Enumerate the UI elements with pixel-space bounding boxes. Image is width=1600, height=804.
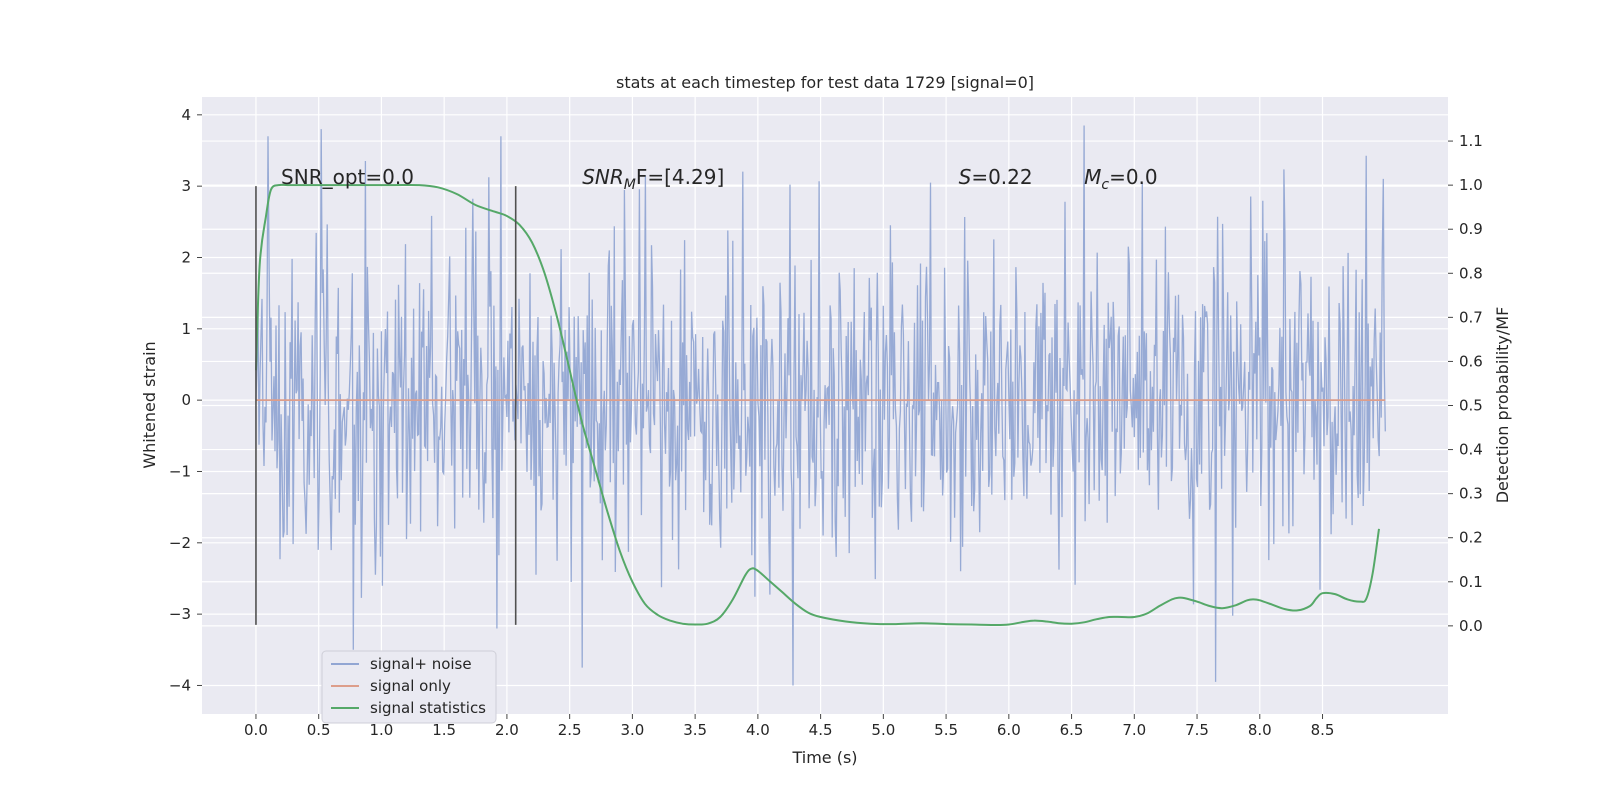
x-tick-label: 8.0 (1248, 721, 1272, 739)
annotation-s-value: S=0.22 (959, 165, 1033, 189)
annotation-snr-mf: SNRMF=[4.29] (582, 165, 724, 193)
x-tick-label: 6.0 (997, 721, 1021, 739)
y-tick-label: −1 (169, 462, 191, 480)
y-tick-label: 1 (181, 320, 191, 338)
x-tick-label: 6.5 (1060, 721, 1084, 739)
x-tick-label: 0.0 (244, 721, 268, 739)
x-axis-label: Time (s) (791, 748, 857, 767)
y-right-tick-label: 0.0 (1459, 617, 1483, 635)
y-right-tick-label: 1.1 (1459, 132, 1483, 150)
x-tick-label: 1.5 (432, 721, 456, 739)
annotation-snr-opt: SNR_opt=0.0 (281, 165, 414, 189)
legend-box (321, 650, 497, 724)
x-tick-label: 4.5 (809, 721, 833, 739)
legend-label-signal-only: signal only (370, 677, 451, 695)
y-axis-label: Whitened strain (140, 341, 159, 468)
y-tick-label: −4 (169, 676, 191, 694)
y-right-axis-label: Detection probability/MF (1493, 307, 1512, 504)
x-tick-label: 5.0 (871, 721, 895, 739)
annotation-mc-value: Mc=0.0 (1084, 165, 1158, 193)
y-right-tick-label: 0.5 (1459, 397, 1483, 415)
annotations-layer: SNR_opt=0.0 SNRMF=[4.29] S=0.22 Mc=0.0 (281, 165, 1158, 193)
y-tick-label: −3 (169, 605, 191, 623)
x-tick-label: 4.0 (746, 721, 770, 739)
y-tick-label: 0 (181, 391, 191, 409)
x-tick-label: 1.0 (370, 721, 394, 739)
x-tick-label: 2.5 (558, 721, 582, 739)
y-right-tick-label: 0.1 (1459, 573, 1483, 591)
x-tick-label: 5.5 (934, 721, 958, 739)
y-right-tick-label: 0.2 (1459, 529, 1483, 547)
chart-title: stats at each timestep for test data 172… (616, 73, 1034, 92)
y-right-tick-label: 0.7 (1459, 308, 1483, 326)
x-tick-label: 8.5 (1311, 721, 1335, 739)
y-tick-label: 2 (181, 248, 191, 266)
y-right-tick-label: 0.9 (1459, 220, 1483, 238)
series-signal-statistics-line (255, 183, 1380, 627)
vertical-markers-layer (255, 186, 517, 625)
legend-label-statistics: signal statistics (370, 699, 486, 717)
legend-label-noise: signal+ noise (370, 655, 472, 673)
noise-series-layer (255, 125, 1386, 686)
y-right-tick-label: 0.6 (1459, 352, 1483, 370)
y-tick-label: 4 (181, 106, 191, 124)
y-tick-label: 3 (181, 177, 191, 195)
ticks-layer: 0.0 0.5 1.0 1.5 2.0 2.5 3.0 3.5 4.0 4.5 5.0 5.5 6.0 6… (169, 106, 1483, 739)
signal-statistics-layer (255, 183, 1380, 627)
x-tick-label: 3.5 (683, 721, 707, 739)
x-tick-label: 7.5 (1185, 721, 1209, 739)
legend: signal+ noise signal only signal statist… (321, 650, 497, 724)
x-tick-label: 3.0 (620, 721, 644, 739)
y-right-tick-label: 0.3 (1459, 485, 1483, 503)
y-right-tick-label: 1.0 (1459, 176, 1483, 194)
x-tick-label: 0.5 (307, 721, 331, 739)
series-signal-plus-noise-line (255, 125, 1386, 686)
x-tick-label: 2.0 (495, 721, 519, 739)
y-tick-label: −2 (169, 534, 191, 552)
y-right-tick-label: 0.8 (1459, 264, 1483, 282)
y-right-tick-label: 0.4 (1459, 441, 1483, 459)
x-tick-label: 7.0 (1122, 721, 1146, 739)
